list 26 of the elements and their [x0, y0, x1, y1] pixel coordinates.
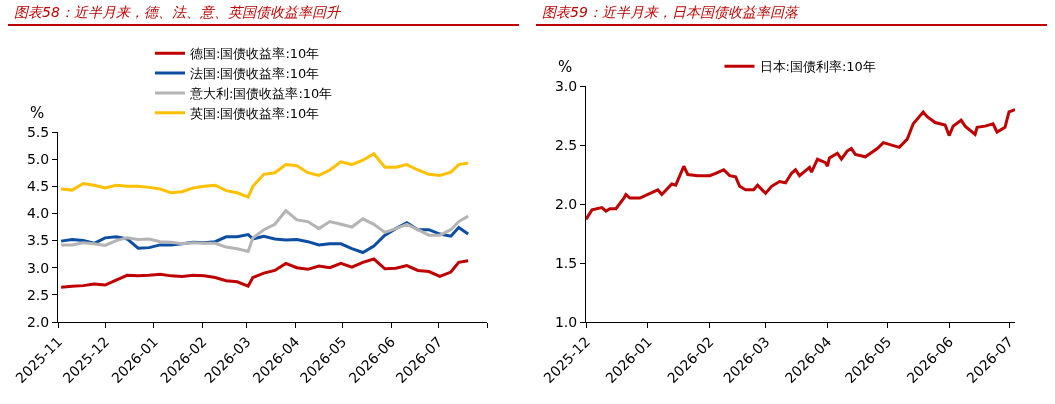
y-axis-title: %: [30, 104, 45, 122]
y-tick-label: 5.5: [26, 123, 50, 140]
legend-label: 意大利:国债收益率:10年: [189, 86, 333, 102]
y-tick-label: 2.0: [554, 195, 578, 212]
y-tick-label: 2.5: [26, 286, 50, 303]
chart-title: 图表59：近半月来，日本国债收益率回落: [536, 0, 1047, 26]
y-tick-label: 5.0: [26, 151, 50, 168]
y-tick-label: 3.5: [26, 232, 50, 249]
y-tick-label: 3.0: [554, 77, 578, 94]
legend-label: 英国:国债收益率:10年: [190, 105, 320, 121]
line-series: [59, 152, 470, 199]
y-tick-label: 1.5: [554, 254, 578, 271]
line-series: [59, 209, 470, 253]
line-series: [586, 108, 1015, 221]
y-tick-label: 1.0: [554, 313, 578, 330]
line-series: [59, 257, 470, 289]
y-tick-label: 2.5: [554, 136, 578, 153]
legend-label: 德国:国债收益率:10年: [190, 46, 320, 62]
legend-label: 日本:国债利率:10年: [759, 59, 876, 75]
y-tick-label: 4.5: [26, 178, 50, 195]
legend-label: 法国:国债收益率:10年: [190, 66, 320, 82]
y-tick-label: 2.0: [26, 313, 50, 330]
y-axis-title: %: [558, 58, 573, 76]
y-tick-label: 3.0: [26, 259, 50, 276]
chart-title: 图表58：近半月来，德、法、意、英国债收益率回升: [8, 0, 519, 26]
y-tick-label: 4.0: [26, 205, 50, 222]
